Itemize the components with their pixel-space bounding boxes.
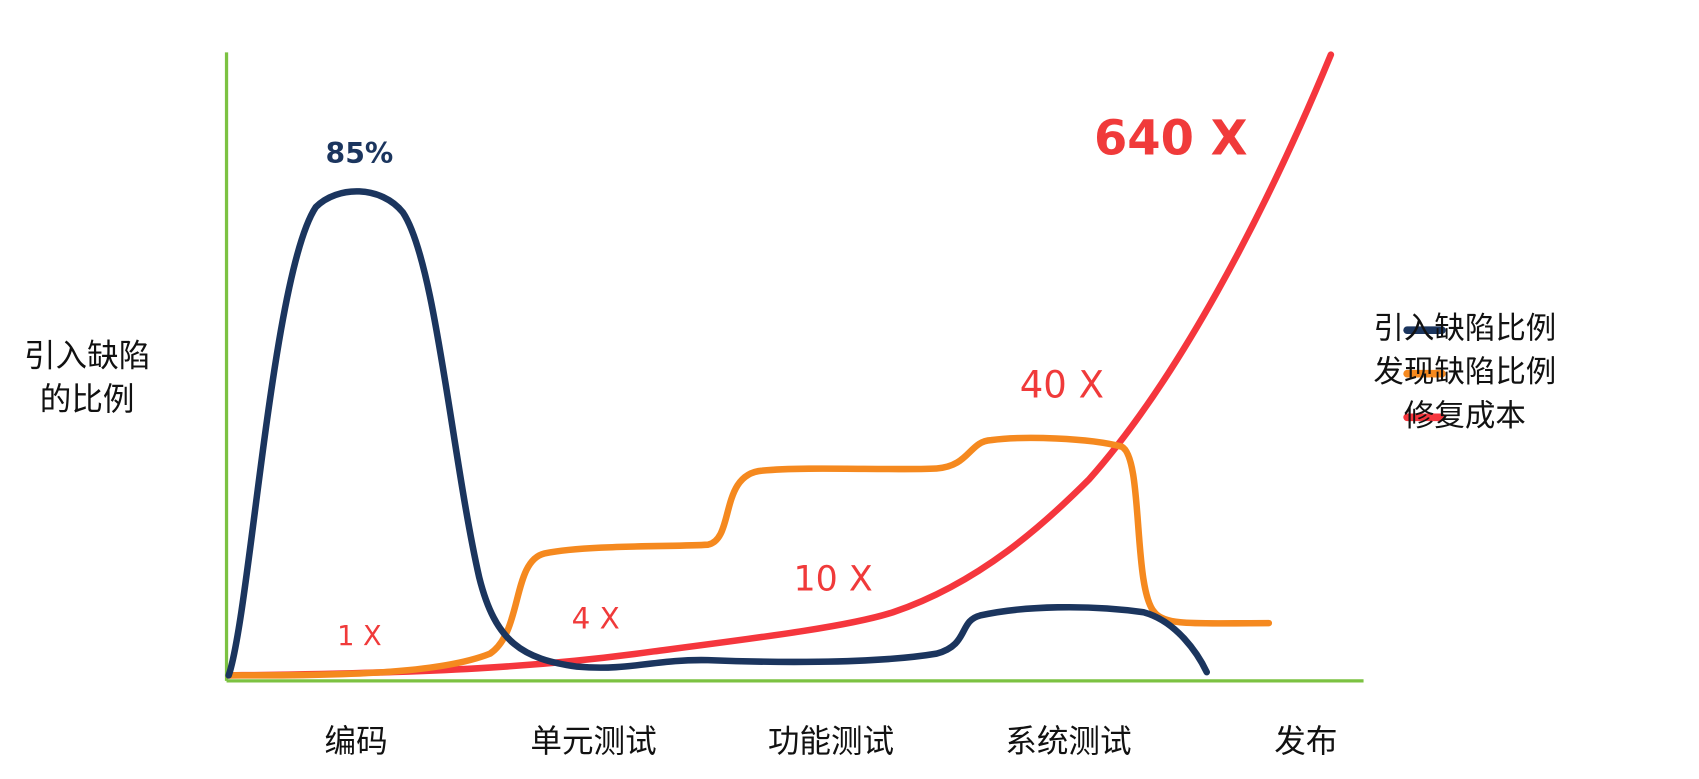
legend-label: 引入缺陷比例 [1373, 312, 1556, 347]
annotation: 10 X [794, 560, 873, 600]
annotation: 4 X [572, 601, 620, 635]
x-tick-label: 发布 [1274, 724, 1337, 760]
x-tick-label: 功能测试 [768, 724, 894, 760]
legend-label: 修复成本 [1404, 399, 1526, 434]
x-tick-label: 编码 [325, 724, 388, 760]
y-axis-label: 引入缺陷 [24, 338, 150, 374]
x-tick-label: 系统测试 [1005, 724, 1131, 760]
annotation: 40 X [1020, 363, 1104, 406]
legend-label: 发现缺陷比例 [1373, 355, 1556, 390]
curve [225, 188, 1210, 679]
x-tick-label: 单元测试 [530, 724, 656, 760]
y-axis-label: 的比例 [40, 382, 135, 418]
curve [225, 51, 1335, 679]
annotation: 1 X [337, 621, 382, 652]
annotation: 640 X [1094, 112, 1248, 167]
annotation: 85% [326, 137, 394, 170]
